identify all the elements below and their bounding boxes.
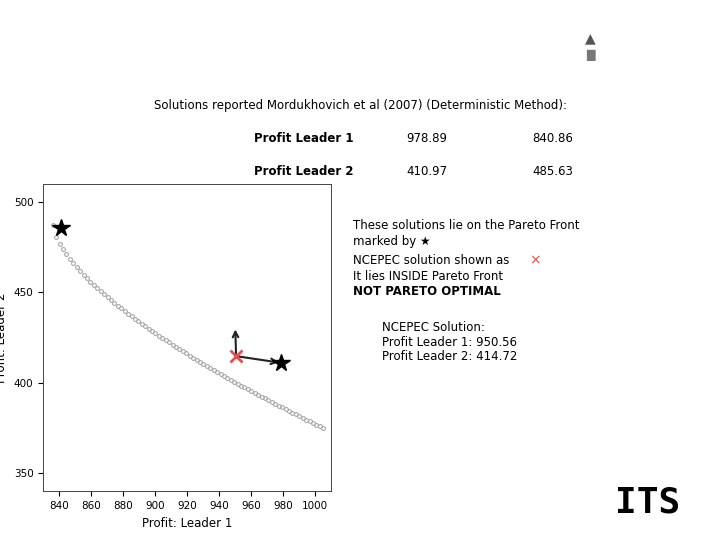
Text: ITS: ITS xyxy=(616,485,680,519)
Text: Solution 1: Solution 1 xyxy=(406,98,473,111)
Text: Solution 2: Solution 2 xyxy=(532,98,599,111)
Text: 485.63: 485.63 xyxy=(532,165,573,178)
Text: █: █ xyxy=(586,49,595,60)
Text: NCEPEC solution shown as: NCEPEC solution shown as xyxy=(353,254,513,267)
Text: NCEPEC Solution:: NCEPEC Solution: xyxy=(382,321,485,334)
Text: ×: × xyxy=(529,254,541,268)
Text: Profit Leader 1: 950.56: Profit Leader 1: 950.56 xyxy=(382,336,517,349)
Text: Solutions reported Mordukhovich et al (2007) (Deterministic Method):: Solutions reported Mordukhovich et al (2… xyxy=(153,99,567,112)
Text: 978.89: 978.89 xyxy=(406,132,447,145)
Text: 410.97: 410.97 xyxy=(406,165,447,178)
Text: marked by ★: marked by ★ xyxy=(353,235,431,248)
Text: Profit Leader 1: Profit Leader 1 xyxy=(253,132,353,145)
Text: Profit Leader 2: Profit Leader 2 xyxy=(253,165,353,178)
Text: These solutions lie on the Pareto Front: These solutions lie on the Pareto Front xyxy=(353,219,580,232)
Text: Example 1: Pareto Front and: Example 1: Pareto Front and xyxy=(22,28,357,48)
FancyBboxPatch shape xyxy=(554,12,698,88)
Text: NCEPEC Solution: NCEPEC Solution xyxy=(22,72,218,92)
Y-axis label: Profit: Leader 2: Profit: Leader 2 xyxy=(0,292,8,383)
Text: Profit Leader 2: 414.72: Profit Leader 2: 414.72 xyxy=(382,350,517,363)
Text: UNIVERSITY OF LEEDS: UNIVERSITY OF LEEDS xyxy=(593,72,720,82)
Text: NOT PARETO OPTIMAL: NOT PARETO OPTIMAL xyxy=(353,285,500,298)
X-axis label: Profit: Leader 1: Profit: Leader 1 xyxy=(142,517,233,530)
Text: 840.86: 840.86 xyxy=(532,132,573,145)
Text: ▲: ▲ xyxy=(585,31,595,45)
Text: It lies INSIDE Pareto Front: It lies INSIDE Pareto Front xyxy=(353,270,503,283)
